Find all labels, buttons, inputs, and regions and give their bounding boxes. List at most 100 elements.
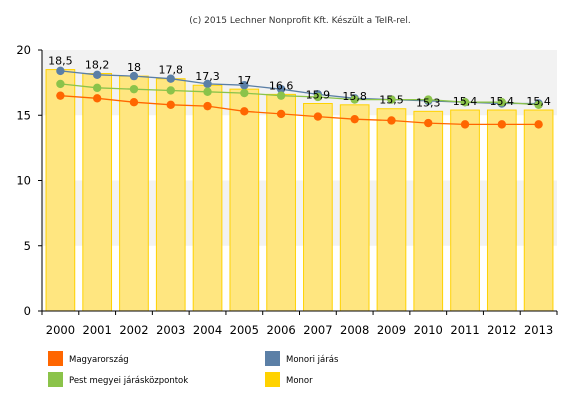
line-series-group [56, 66, 543, 129]
bar-monor-2012 [486, 109, 517, 312]
data-label-2013: 15,4 [526, 95, 551, 108]
y-tick-label: 5 [24, 239, 31, 253]
point-pest_megyei-2003 [166, 86, 175, 95]
x-tick-label: 2010 [414, 323, 443, 337]
point-magyarorszag-2002 [129, 98, 139, 107]
x-tick-label: 2006 [266, 323, 295, 337]
point-pest_megyei-2007 [313, 92, 323, 102]
line-pest_megyei [60, 83, 539, 106]
bar-monor-2010 [413, 110, 444, 312]
data-label-2008: 15,8 [342, 90, 367, 103]
bar-monor-2011 [450, 109, 480, 312]
x-tick-label: 2003 [156, 323, 185, 337]
point-magyarorszag-2000 [56, 91, 65, 100]
data-label-2009: 15,5 [379, 94, 404, 107]
point-pest_megyei-2008 [350, 95, 359, 104]
legend-swatch [48, 351, 63, 366]
point-magyarorszag-2006 [276, 109, 286, 119]
legend-swatch [265, 351, 280, 366]
point-magyarorszag-2013 [534, 120, 543, 129]
legend-label: Monori járás [286, 355, 339, 365]
data-label-2010: 15,3 [416, 96, 441, 109]
bar-monor-2001 [82, 72, 113, 312]
data-label-2006: 16,6 [269, 79, 294, 92]
point-magyarorszag-2001 [92, 94, 102, 103]
x-tick-label: 2004 [193, 323, 222, 337]
x-tick-label: 2002 [119, 323, 148, 337]
legend-label: Monor [286, 376, 313, 386]
data-label-2003: 17,8 [159, 64, 184, 77]
bar-monor-2005 [229, 88, 260, 312]
x-tick-label: 2007 [303, 323, 332, 337]
x-tick-label: 2009 [377, 323, 406, 337]
point-magyarorszag-2011 [460, 120, 470, 129]
bar-monor-2013 [523, 109, 554, 312]
x-tick-label: 2005 [230, 323, 259, 337]
bar-monor-2004 [192, 84, 223, 312]
point-magyarorszag-2007 [313, 112, 323, 121]
point-monori_jaras-2001 [92, 70, 102, 79]
legend-item: Monor [265, 372, 313, 387]
point-pest_megyei-2004 [203, 87, 212, 96]
legend: Magyarország Monori járás Pest megyei járá… [48, 351, 339, 387]
y-tick-label: 15 [16, 108, 31, 122]
point-magyarorszag-2005 [240, 107, 249, 116]
legend-label: Magyarország [69, 355, 129, 365]
point-pest_megyei-2006 [276, 91, 286, 100]
point-monori_jaras-2003 [166, 74, 175, 83]
legend-swatch [48, 372, 63, 387]
point-monori_jaras-2006 [276, 84, 286, 94]
legend-label: Pest megyei járásközpontok [69, 376, 188, 386]
bar-monor-2002 [119, 75, 149, 312]
data-label-2000: 18,5 [48, 55, 73, 68]
line-series-pest_megyei [56, 79, 543, 110]
point-monori_jaras-2002 [129, 71, 139, 81]
point-pest_megyei-2001 [92, 83, 102, 93]
data-label-2002: 18 [127, 61, 141, 74]
x-tick-label: 2008 [340, 323, 369, 337]
point-pest_megyei-2000 [56, 79, 65, 89]
axes-group: 0 5 10 15 20 2000 2001 2002 2003 2004 2005 2006 2007… [16, 43, 558, 337]
bar-monor-2000 [45, 69, 76, 312]
point-monori_jaras-2000 [56, 66, 65, 76]
bar-monor-2008 [339, 104, 370, 312]
data-labels-group: 18,5 18,2 18 17,8 17,3 17 16,6 15,9 15,8 15,5 15,3… [48, 55, 551, 110]
x-tick-label: 2013 [524, 323, 553, 337]
point-magyarorszag-2009 [387, 116, 396, 125]
point-pest_megyei-2012 [497, 98, 507, 107]
line-series-magyarorszag [56, 91, 543, 129]
point-magyarorszag-2012 [497, 120, 507, 129]
legend-swatch [265, 372, 280, 387]
point-magyarorszag-2003 [166, 100, 175, 110]
point-pest_megyei-2009 [387, 95, 396, 104]
bar-monor-2009 [376, 108, 407, 312]
line-magyarorszag [60, 95, 539, 126]
point-pest_megyei-2013 [534, 100, 543, 110]
legend-item: Magyarország [48, 351, 129, 366]
point-pest_megyei-2005 [240, 88, 249, 98]
x-tick-label: 2000 [46, 323, 75, 337]
data-label-2012: 15,4 [490, 95, 515, 108]
data-label-2001: 18,2 [85, 58, 110, 71]
data-label-2011: 15,4 [453, 95, 478, 108]
x-tick-label: 2001 [83, 323, 112, 337]
point-magyarorszag-2008 [350, 114, 359, 124]
point-pest_megyei-2011 [460, 98, 470, 107]
bar-series-monor [45, 69, 554, 312]
legend-item: Pest megyei járásközpontok [48, 372, 188, 387]
legend-item: Monori járás [265, 351, 339, 366]
point-magyarorszag-2010 [424, 118, 433, 128]
y-tick-label: 20 [16, 43, 31, 57]
x-tick-label: 2011 [450, 323, 479, 337]
data-label-2004: 17,3 [195, 70, 220, 83]
data-label-2005: 17 [237, 74, 251, 87]
point-monori_jaras-2005 [240, 81, 249, 90]
bar-monor-2007 [303, 103, 333, 312]
y-tick-label: 0 [24, 304, 31, 318]
bar-monor-2003 [155, 78, 186, 312]
point-magyarorszag-2004 [203, 101, 212, 111]
point-pest_megyei-2010 [424, 95, 433, 104]
point-pest_megyei-2002 [129, 84, 139, 94]
